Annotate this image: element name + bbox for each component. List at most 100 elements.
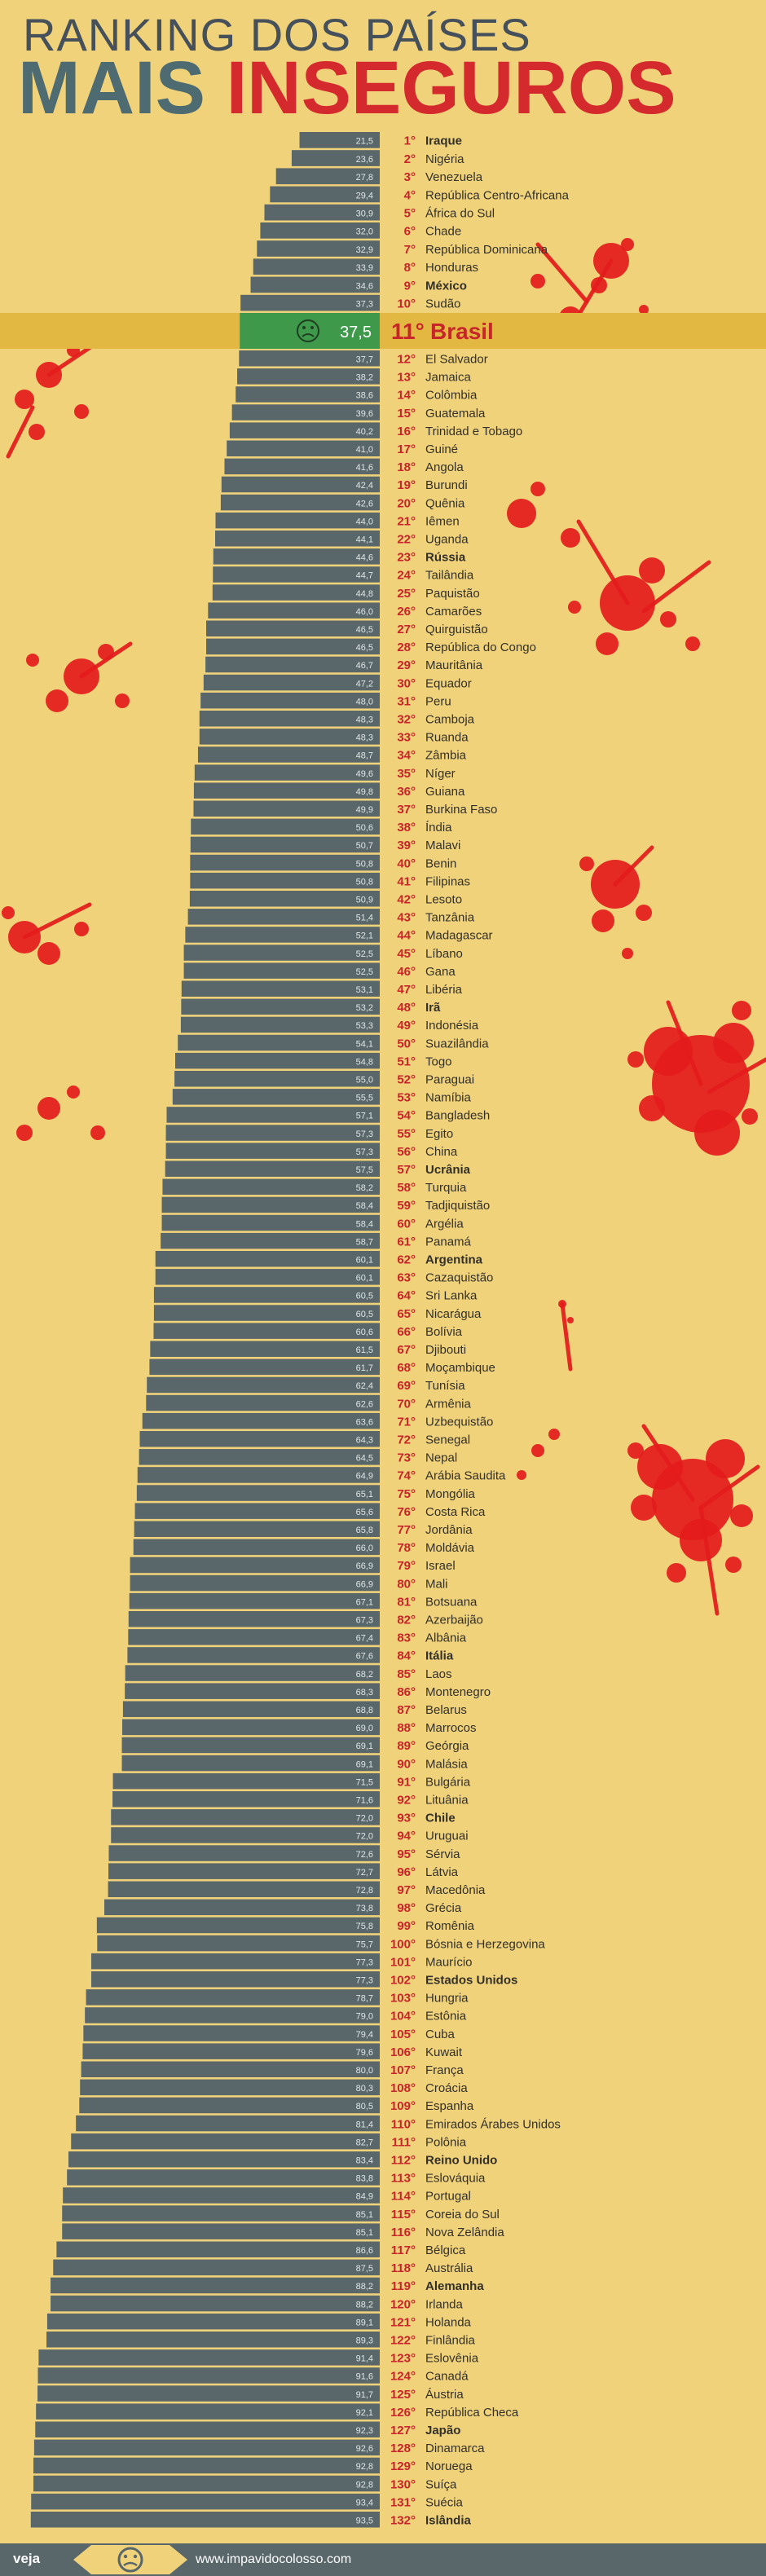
country-label: Mauritânia	[425, 658, 483, 672]
rank-label: 84°	[397, 1649, 416, 1663]
rank-label: 53°	[397, 1091, 416, 1105]
rank-label: 4°	[404, 188, 416, 202]
country-label: Egito	[425, 1127, 453, 1141]
value-label: 34,6	[356, 281, 373, 291]
bar	[80, 2079, 380, 2096]
country-label: Canadá	[425, 2370, 469, 2384]
rank-label: 63°	[397, 1271, 416, 1285]
country-label: Nova Zelândia	[425, 2226, 504, 2239]
value-label: 71,5	[356, 1777, 373, 1787]
rank-label: 77°	[397, 1523, 416, 1537]
sad-face-icon	[297, 319, 319, 342]
country-label: Quênia	[425, 496, 465, 510]
value-label: 60,6	[356, 1328, 373, 1337]
bar	[161, 1214, 380, 1231]
rank-label: 56°	[397, 1145, 416, 1159]
country-label: Jordânia	[425, 1523, 473, 1537]
country-label: Nigéria	[425, 152, 464, 166]
value-label: 72,0	[356, 1814, 373, 1824]
rank-label: 7°	[404, 243, 416, 257]
rank-label: 24°	[397, 569, 416, 583]
country-label: Paquistão	[425, 587, 480, 601]
bar	[239, 350, 380, 367]
value-label: 77,3	[356, 1976, 373, 1986]
bar	[125, 1683, 380, 1699]
country-label: Portugal	[425, 2190, 471, 2204]
value-label: 64,9	[356, 1472, 373, 1482]
value-label: 53,1	[356, 985, 373, 995]
country-label: Nepal	[425, 1451, 457, 1465]
rank-label: 124°	[390, 2370, 416, 2384]
rank-label: 41°	[397, 874, 416, 888]
value-label: 50,8	[356, 877, 373, 887]
country-label: Djibouti	[425, 1343, 466, 1357]
rank-label: 97°	[397, 1883, 416, 1897]
country-label: Quirguistão	[425, 623, 488, 636]
rank-label: 117°	[391, 2244, 416, 2257]
rank-label: 104°	[390, 2010, 416, 2023]
bar	[221, 476, 380, 493]
value-label: 32,0	[356, 227, 373, 237]
bar	[190, 872, 380, 889]
country-label: Tanzânia	[425, 911, 475, 925]
value-label: 44,1	[356, 535, 373, 545]
rank-label: 39°	[397, 839, 416, 852]
country-label: República do Congo	[425, 641, 536, 654]
value-label: 49,6	[356, 769, 373, 779]
title-line-1: RANKING DOS PAÍSES	[23, 9, 531, 60]
country-label: República Checa	[425, 2406, 519, 2420]
value-label: 89,3	[356, 2336, 373, 2346]
bar	[253, 258, 380, 275]
rank-label: 28°	[397, 641, 416, 654]
bar	[162, 1178, 380, 1196]
value-label: 79,4	[356, 2030, 373, 2040]
value-label: 60,5	[356, 1310, 373, 1319]
value-label: 33,9	[356, 263, 373, 273]
bar	[172, 1089, 380, 1105]
value-label: 69,1	[356, 1742, 373, 1751]
country-label: Uruguai	[425, 1830, 469, 1843]
bar	[85, 2007, 381, 2023]
country-label: Montenegro	[425, 1685, 491, 1699]
rank-label: 35°	[397, 767, 416, 781]
rank-label: 82°	[397, 1614, 416, 1627]
country-label: Azerbaijão	[425, 1614, 483, 1627]
value-label: 41,6	[356, 463, 373, 473]
value-label: 54,8	[356, 1057, 373, 1067]
value-label: 72,7	[356, 1868, 373, 1878]
country-label: Grécia	[425, 1901, 462, 1915]
bar	[187, 909, 380, 925]
bar	[189, 891, 380, 907]
country-label: Holanda	[425, 2315, 472, 2329]
value-label: 65,6	[356, 1508, 373, 1517]
title-mais: MAIS	[18, 46, 227, 130]
bar	[227, 440, 380, 456]
country-label: Finlândia	[425, 2334, 476, 2348]
bar	[208, 602, 380, 619]
rank-label: 93°	[397, 1812, 416, 1825]
rank-label: 87°	[397, 1703, 416, 1717]
country-label: Trinidad e Tobago	[425, 425, 522, 438]
rank-label: 101°	[390, 1955, 416, 1969]
value-label: 48,0	[356, 697, 373, 707]
sad-face-icon	[73, 2545, 187, 2574]
country-label: Malavi	[425, 839, 460, 852]
bar	[174, 1071, 380, 1087]
rank-label: 120°	[390, 2297, 416, 2311]
country-label: Sudão	[425, 297, 460, 311]
bar	[125, 1665, 381, 1681]
value-label: 50,6	[356, 823, 373, 833]
rank-label: 5°	[404, 207, 416, 221]
value-label: 38,2	[356, 373, 373, 383]
bar	[103, 1899, 380, 1916]
country-label: Guatemala	[425, 407, 486, 421]
value-label: 58,7	[356, 1237, 373, 1247]
country-label: Argentina	[425, 1253, 483, 1267]
rank-label: 118°	[391, 2261, 416, 2275]
country-label: Coreia do Sul	[425, 2208, 500, 2222]
bar	[142, 1412, 380, 1429]
bar	[31, 2493, 381, 2510]
bar	[56, 2241, 380, 2257]
value-label: 72,8	[356, 1886, 373, 1896]
rank-label: 42°	[397, 893, 416, 907]
